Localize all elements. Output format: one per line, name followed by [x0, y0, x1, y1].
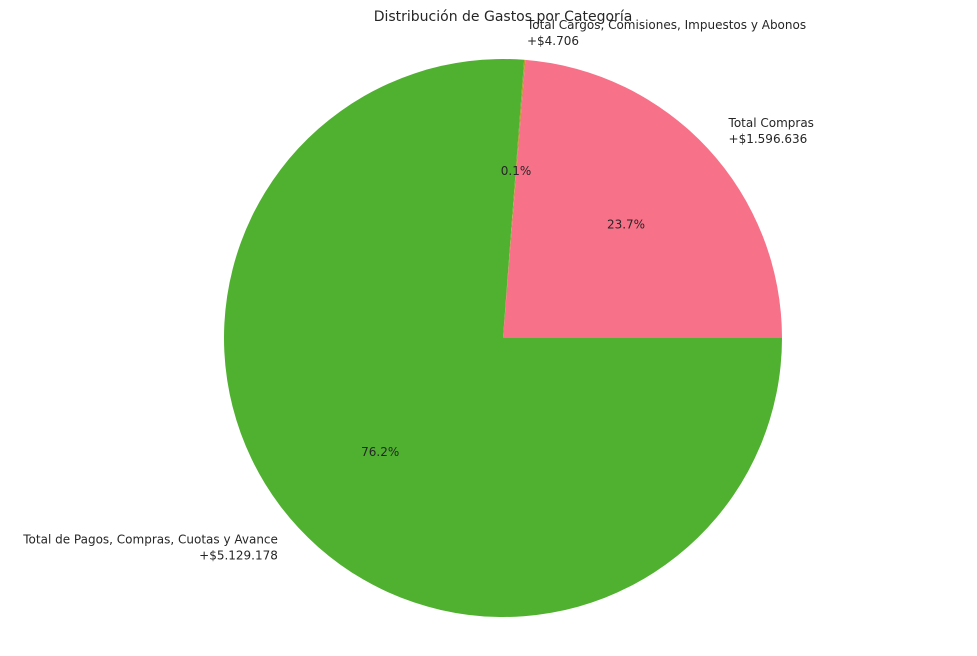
- pie-percent-label-1: 0.1%: [501, 164, 532, 178]
- pie-category-label-0: Total Compras +$1.596.636: [728, 116, 814, 146]
- pie-percent-label-0: 23.7%: [607, 217, 645, 231]
- pie-percent-label-2: 76.2%: [361, 445, 399, 459]
- pie-category-label-2: Total de Pagos, Compras, Cuotas y Avance…: [22, 533, 278, 563]
- pie-slice-1: [503, 59, 526, 338]
- pie-slice-2: [224, 59, 782, 618]
- chart-title: Distribución de Gastos por Categoría: [374, 9, 633, 25]
- pie-labels: 23.7% Total Compras +$1.596.636 0.1% Total C…: [22, 18, 814, 563]
- pie-slice-0: [503, 59, 783, 338]
- pie-slices: [224, 59, 783, 618]
- pie-category-label-1: Total Cargos, Comisiones, Impuestos y Ab…: [526, 18, 806, 48]
